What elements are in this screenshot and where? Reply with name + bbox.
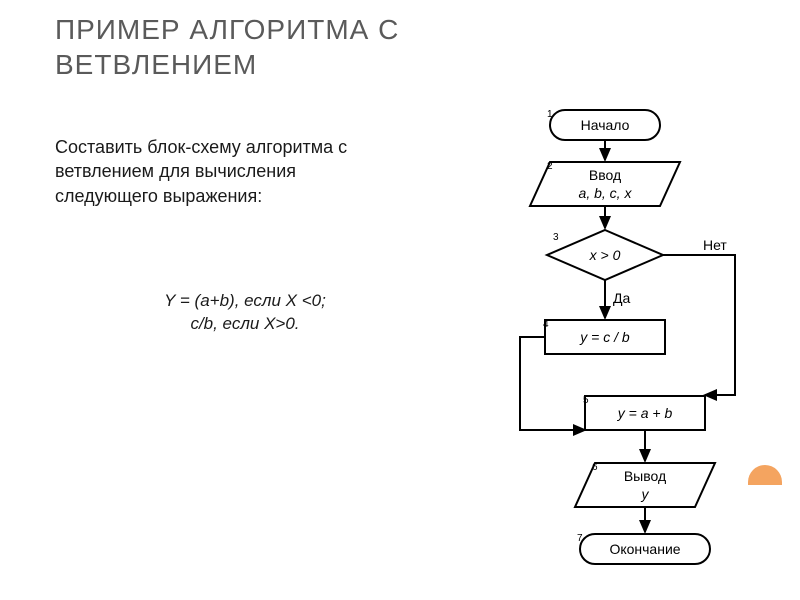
label-yes: Да	[613, 290, 630, 306]
formula-line-2: c/b, если X>0.	[190, 314, 299, 333]
node-decision-label: x > 0	[589, 247, 621, 263]
node-output-line1: Вывод	[624, 468, 666, 484]
formula-block: Y = (a+b), если X <0; c/b, если X>0.	[115, 290, 375, 336]
node-input-line2: a, b, c, x	[579, 185, 633, 201]
node-output-line2: y	[641, 486, 650, 502]
edge-3-5	[663, 255, 735, 395]
node-end-label: Окончание	[609, 541, 680, 557]
node-proc-2-label: y = a + b	[617, 405, 673, 421]
step-number-3: 3	[553, 232, 559, 243]
flowchart-svg: 1 Начало 2 Ввод a, b, c, x 3 x > 0 Да Не…	[435, 105, 785, 585]
formula-line-1: Y = (a+b), если X <0;	[164, 291, 326, 310]
slide-title: ПРИМЕР АЛГОРИТМА С ВЕТВЛЕНИЕМ	[55, 12, 555, 82]
flowchart: 1 Начало 2 Ввод a, b, c, x 3 x > 0 Да Не…	[435, 105, 785, 590]
step-number-1: 1	[547, 109, 553, 120]
step-number-2: 2	[547, 161, 553, 172]
node-input-line1: Ввод	[589, 167, 621, 183]
task-description: Составить блок-схему алгоритма с ветвлен…	[55, 135, 375, 208]
label-no: Нет	[703, 237, 727, 253]
node-start-label: Начало	[581, 117, 630, 133]
step-number-7: 7	[577, 533, 583, 544]
step-number-6: 6	[592, 462, 598, 473]
step-number-5: 5	[583, 395, 589, 406]
step-number-4: 4	[543, 319, 549, 330]
node-proc-1-label: y = c / b	[579, 329, 630, 345]
